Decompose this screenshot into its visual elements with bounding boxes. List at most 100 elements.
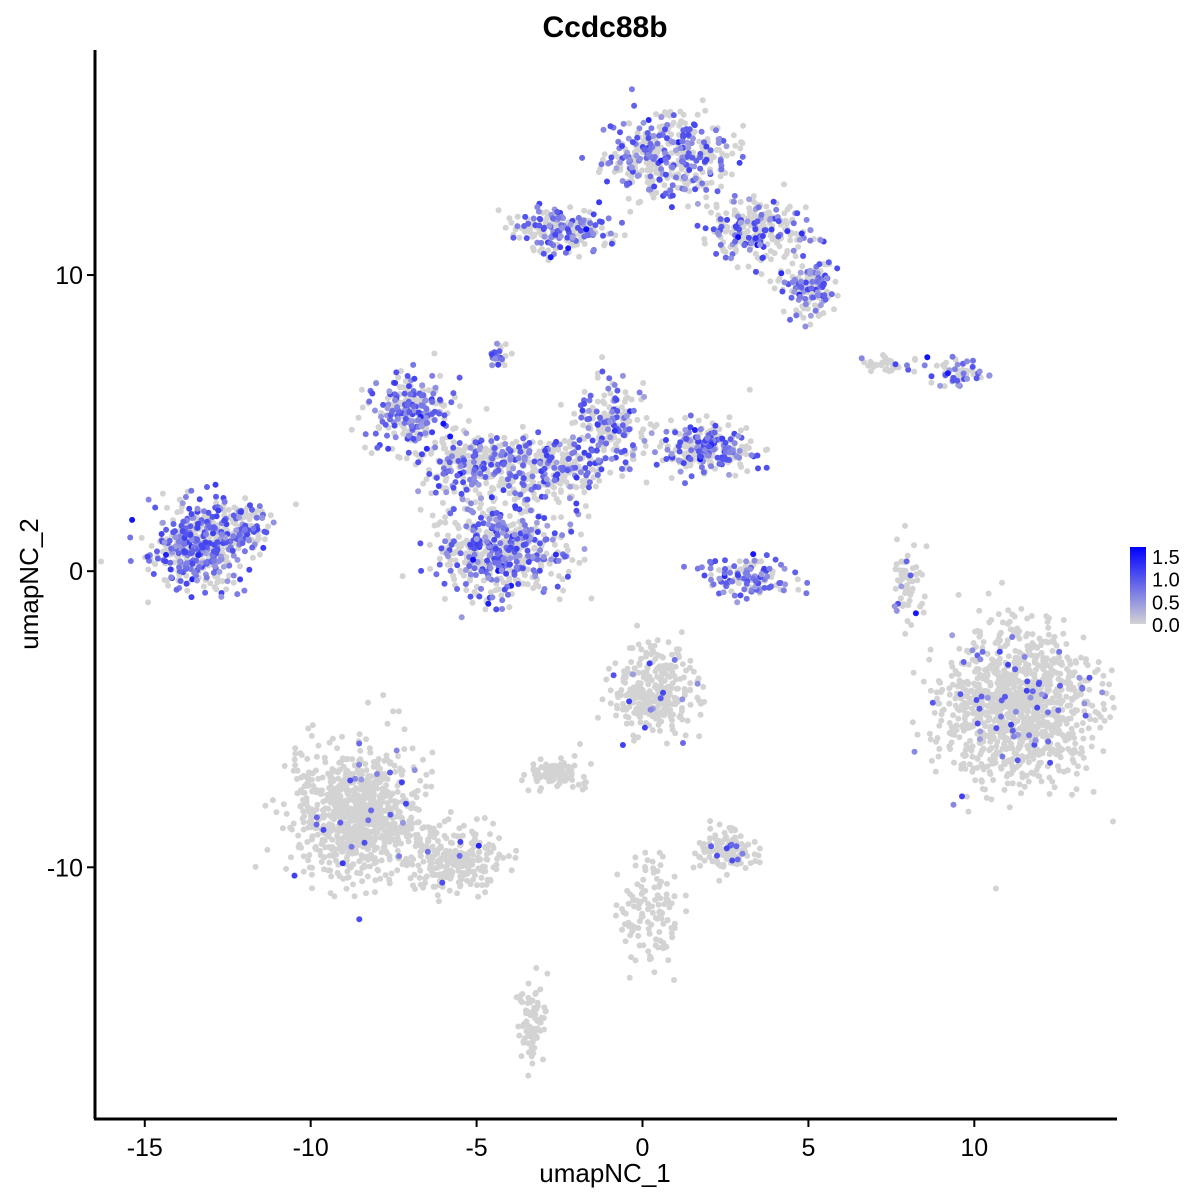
cell-point (612, 660, 619, 667)
cell-point (331, 846, 338, 853)
cell-point (1073, 786, 1080, 793)
cell-point (337, 843, 344, 850)
cell-point (508, 867, 515, 874)
cell-point (951, 759, 957, 766)
cell-point (640, 450, 647, 457)
cell-point (613, 702, 620, 709)
cell-point (793, 307, 800, 314)
cell-point (411, 871, 418, 878)
cell-point (1049, 778, 1056, 785)
cell-point (201, 508, 207, 515)
cell-point (362, 761, 369, 767)
cell-point (673, 695, 680, 702)
cell-point (532, 772, 539, 779)
cell-point (1080, 754, 1087, 761)
cell-point (1069, 791, 1075, 798)
cell-point (403, 824, 410, 830)
cell-point (652, 896, 659, 903)
cell-point (394, 867, 401, 874)
cell-point (304, 808, 311, 815)
cell-point (161, 576, 168, 583)
cell-point (1056, 767, 1063, 774)
cell-point (668, 475, 675, 481)
cell-point (637, 719, 644, 726)
cell-point (549, 449, 556, 456)
cell-point (834, 292, 841, 299)
cell-point (297, 787, 304, 794)
cell-point (290, 820, 297, 827)
cell-point (734, 264, 741, 271)
cell-point (382, 872, 389, 879)
cell-point (994, 738, 1001, 745)
cell-point (423, 771, 430, 778)
cell-point (428, 853, 434, 860)
cell-point (622, 669, 629, 676)
cell-point (1083, 656, 1089, 663)
cell-point (1000, 718, 1007, 725)
cell-point (699, 843, 706, 850)
cell-point (328, 778, 335, 784)
cell-point (326, 823, 332, 830)
cell-point (479, 863, 486, 870)
cell-point (946, 720, 953, 726)
cell-point (880, 352, 886, 358)
cell-point (728, 171, 735, 178)
cell-point (569, 557, 576, 563)
cell-point (565, 568, 572, 575)
cell-point (974, 682, 980, 689)
cell-point (969, 743, 976, 750)
cell-point (469, 599, 476, 606)
cell-point (336, 795, 343, 802)
cell-point (622, 395, 629, 402)
cell-point (657, 937, 664, 944)
cell-point (548, 570, 555, 577)
cell-point (534, 1025, 541, 1032)
cell-point (498, 592, 505, 599)
cell-point (513, 847, 520, 854)
cell-point (701, 236, 708, 242)
cell-point (280, 801, 287, 808)
cell-point (961, 707, 967, 714)
cell-point (640, 876, 647, 883)
cell-point (1048, 732, 1055, 739)
cell-point (493, 861, 500, 868)
cell-point (502, 500, 509, 507)
cell-point (737, 427, 744, 434)
cell-point (644, 857, 651, 864)
cell-point (964, 648, 971, 655)
cell-point (480, 453, 487, 460)
cell-point (912, 355, 918, 362)
cell-point (420, 858, 427, 865)
cell-point (623, 713, 629, 720)
cell-point (517, 997, 524, 1004)
cell-point (372, 859, 379, 866)
cell-point (392, 841, 399, 848)
cell-point (420, 756, 426, 763)
cell-point (553, 496, 560, 503)
cell-point (484, 856, 491, 863)
cell-point (460, 572, 467, 579)
cell-point (993, 743, 1000, 750)
cell-point (450, 572, 457, 579)
cell-point (904, 618, 911, 624)
cell-point (351, 762, 358, 769)
cell-point (701, 857, 708, 864)
cell-point (781, 254, 788, 260)
cell-point (1045, 615, 1052, 622)
cell-point (896, 567, 903, 574)
cell-point (152, 561, 159, 568)
cell-point (401, 425, 408, 432)
cell-point (1073, 770, 1080, 777)
cell-point (373, 761, 380, 768)
cell-point (950, 712, 957, 719)
cell-point (1016, 628, 1023, 635)
cell-point (300, 868, 307, 875)
cell-point (363, 827, 370, 834)
cell-point (602, 240, 608, 247)
cell-point (597, 166, 603, 173)
cell-point (612, 232, 619, 239)
cell-point (560, 455, 567, 462)
cell-point (637, 694, 644, 701)
cell-point (588, 595, 595, 602)
cell-point (472, 487, 479, 493)
